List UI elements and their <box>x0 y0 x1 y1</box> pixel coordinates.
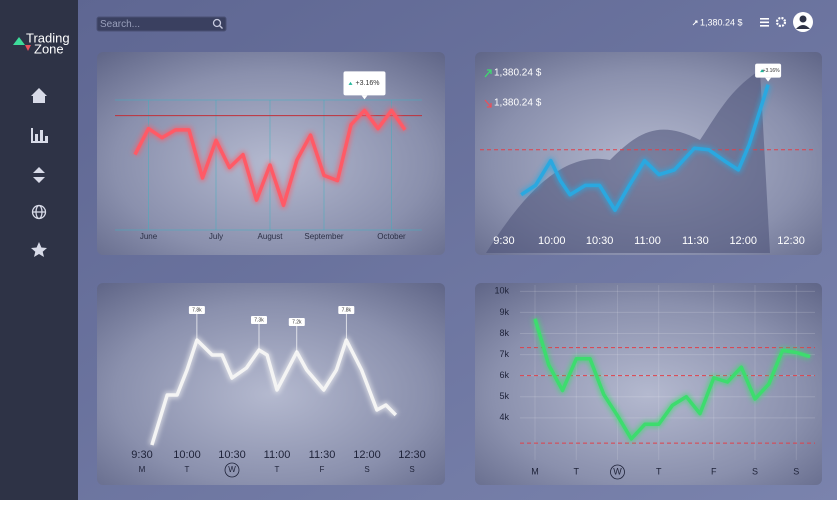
settings-icon[interactable] <box>775 16 787 28</box>
line <box>520 84 770 212</box>
menu-icon[interactable] <box>760 18 769 27</box>
brand-up-icon <box>13 37 25 45</box>
legend-label: 1,380.24 $ <box>494 98 542 109</box>
label-box <box>338 306 355 314</box>
value-label: 7.8k <box>192 307 202 313</box>
y-tick-label: 9k <box>499 307 509 317</box>
x-tick-label: 9:30 <box>493 235 514 247</box>
annotation: +3.16% <box>356 80 380 87</box>
x-tick-label: 12:30 <box>777 235 805 247</box>
brand-name: Trading <box>26 30 70 45</box>
annotation-pointer <box>765 77 772 82</box>
search-placeholder: Search... <box>100 19 140 30</box>
selected-day <box>610 464 625 480</box>
annotation-pointer <box>361 95 368 100</box>
x-tick-label: M <box>531 466 539 476</box>
nav-exchange[interactable] <box>33 167 45 183</box>
x-tick-label: 10:30 <box>218 449 246 461</box>
day-label: S <box>364 465 369 474</box>
day-label: W <box>228 465 236 474</box>
value-label: 7.2k <box>292 319 302 325</box>
nav-icons[interactable] <box>31 88 48 257</box>
legend-marker <box>484 99 492 108</box>
x-tick-label: 9:30 <box>131 449 152 461</box>
panel <box>475 283 822 485</box>
y-tick-label: 7k <box>499 349 509 359</box>
x-tick-label: F <box>711 466 717 476</box>
x-tick-label: 11:30 <box>309 449 336 461</box>
y-tick-label: 6k <box>499 370 509 380</box>
label-box <box>188 306 205 314</box>
search-icon[interactable] <box>212 18 223 29</box>
avatar-body <box>796 25 810 29</box>
x-tick-label: 10:30 <box>586 235 614 247</box>
x-tick-label: August <box>258 232 284 241</box>
x-tick-label: 11:00 <box>634 235 661 247</box>
x-tick-label: October <box>377 232 406 241</box>
x-tick-label: 12:30 <box>398 449 426 461</box>
x-tick-label: 11:00 <box>264 449 291 461</box>
selected-day <box>224 462 240 478</box>
day-label: T <box>275 465 280 474</box>
y-tick-label: 4k <box>499 412 509 422</box>
x-tick-label: June <box>140 232 158 241</box>
line <box>150 338 398 446</box>
x-tick-label: 12:00 <box>353 449 381 461</box>
value-label: 7.3k <box>254 317 264 323</box>
annotation: +3.16% <box>763 68 781 74</box>
brand-down-icon <box>25 45 31 51</box>
balance: 1,380.24 $ <box>700 17 743 27</box>
x-tick-label: 10:00 <box>173 449 201 461</box>
nav-favorites[interactable] <box>31 242 47 257</box>
balance-arrow <box>692 20 698 26</box>
x-tick-label: T <box>656 466 662 476</box>
label-box <box>288 318 305 326</box>
x-tick-label: 11:30 <box>682 235 709 247</box>
search-box[interactable] <box>96 16 227 32</box>
y-tick-label: 5k <box>499 391 509 401</box>
x-tick-label: S <box>752 466 758 476</box>
y-tick-label: 10k <box>494 286 509 296</box>
nav-home[interactable] <box>31 88 47 103</box>
nav-stats[interactable] <box>31 128 48 143</box>
y-tick-label: 8k <box>499 328 509 338</box>
label-box <box>251 316 267 324</box>
day-label: M <box>139 465 146 474</box>
day-label: T <box>185 465 190 474</box>
annotation-box <box>755 63 782 78</box>
annotation-arrow <box>348 81 353 85</box>
nav-globe[interactable] <box>31 204 47 220</box>
x-tick-label: July <box>209 232 223 241</box>
x-tick-label: S <box>793 466 799 476</box>
legend-marker <box>484 69 492 78</box>
legend-label: 1,380.24 $ <box>494 68 542 79</box>
annotation-box <box>343 71 386 96</box>
line <box>133 108 407 208</box>
panel <box>97 283 445 485</box>
day-label: F <box>320 465 325 474</box>
value-label: 7.8k <box>342 307 352 313</box>
x-tick-label: W <box>613 466 622 476</box>
avatar-head <box>799 15 807 23</box>
x-tick-label: 12:00 <box>729 235 757 247</box>
annotation-arrow <box>760 69 765 73</box>
area-shape <box>486 70 770 253</box>
x-tick-label: T <box>574 466 580 476</box>
x-tick-label: September <box>304 232 343 241</box>
line <box>533 318 811 441</box>
panel <box>97 52 445 255</box>
x-tick-label: 10:00 <box>538 235 566 247</box>
brand-name: Zone <box>34 41 64 56</box>
day-label: S <box>409 465 414 474</box>
